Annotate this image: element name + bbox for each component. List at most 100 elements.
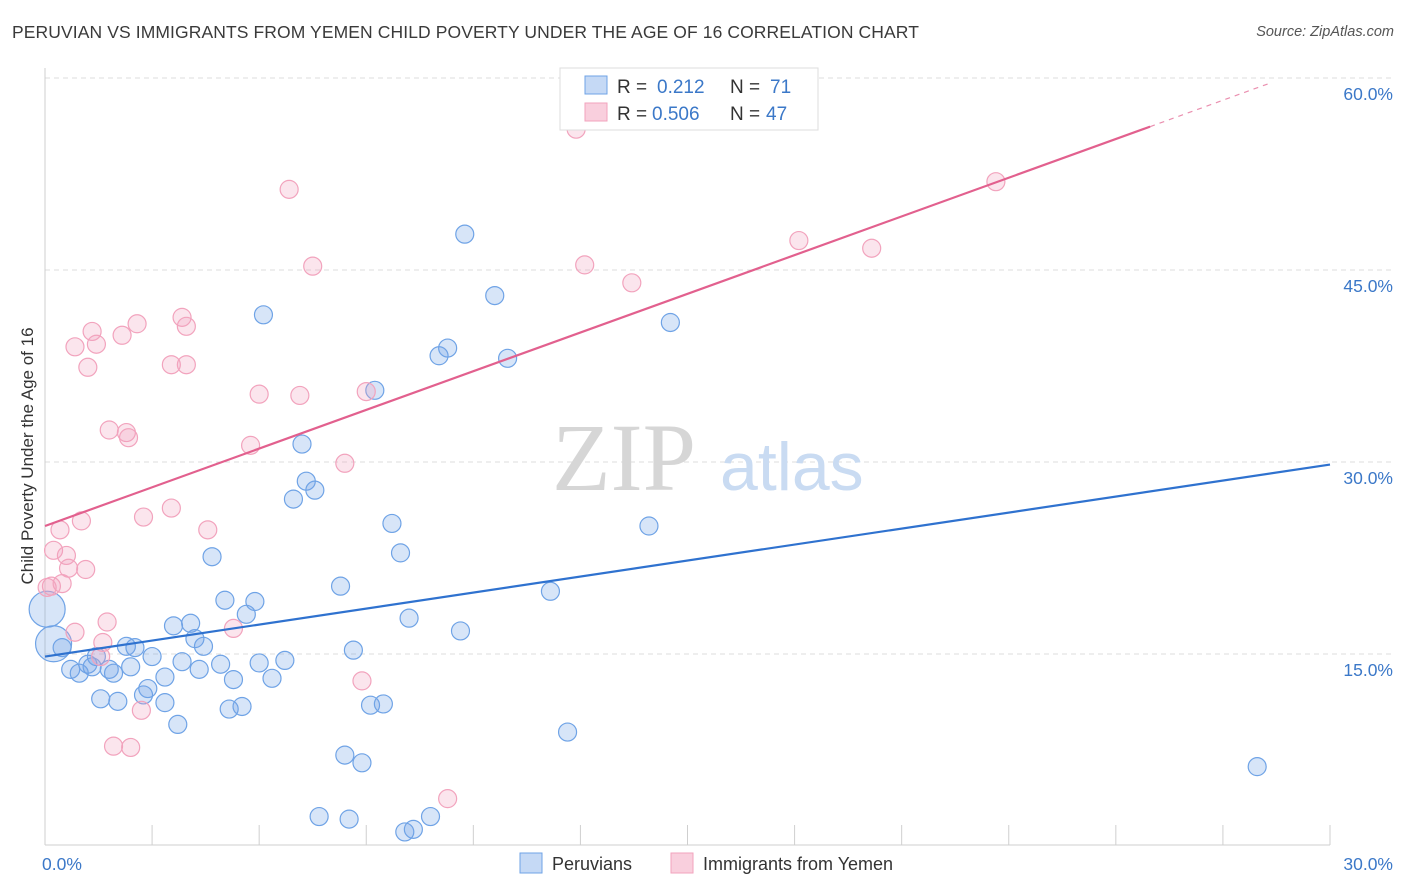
series-legend: Peruvians Immigrants from Yemen — [519, 852, 893, 874]
chart-title: PERUVIAN VS IMMIGRANTS FROM YEMEN CHILD … — [12, 22, 919, 42]
legend-n-label-2: N = — [730, 104, 760, 125]
peruvians-point-40 — [292, 434, 312, 454]
yemen-point-35 — [279, 179, 299, 199]
peruvians-point-28 — [211, 654, 231, 674]
peruvians-point-65 — [557, 722, 578, 742]
yemen-point-10 — [76, 559, 96, 580]
yemen-point-16 — [97, 612, 117, 632]
legend-r-value-2: 0.506 — [652, 104, 700, 125]
yemen-point-30 — [176, 355, 196, 375]
peruvians-point-27 — [202, 547, 222, 567]
peruvians-point-67 — [660, 312, 680, 333]
yemen-point-24 — [131, 700, 151, 720]
peruvians-point-44 — [330, 576, 351, 596]
x-tick-label-0: 0.0% — [42, 854, 82, 874]
peruvians-point-57 — [420, 806, 441, 827]
yemen-point-7 — [65, 622, 85, 642]
peruvians-point-47 — [343, 640, 363, 660]
peruvians-point-59 — [438, 338, 458, 358]
axes: 15.0% 30.0% 45.0% 60.0% 0.0% 30.0% — [42, 68, 1393, 874]
peruvians-point-19 — [155, 667, 175, 687]
grid-lines — [45, 77, 1395, 655]
peruvians-point-2 — [52, 637, 72, 658]
y-tick-label-2: 45.0% — [1343, 276, 1393, 296]
watermark-atlas: atlas — [720, 429, 864, 505]
legend-r-value-1: 0.212 — [657, 77, 705, 98]
yemen-point-40 — [356, 382, 376, 402]
yemen-point-46 — [862, 238, 882, 258]
watermark-zip: ZIP — [552, 404, 696, 511]
bottom-legend-swatch-peruvians — [519, 852, 543, 874]
peruvians-point-29 — [215, 590, 235, 610]
bottom-legend-label-peruvians: Peruvians — [552, 854, 632, 874]
legend-swatch-yemen — [584, 102, 608, 122]
peruvians-point-10 — [103, 663, 124, 683]
yemen-point-18 — [103, 736, 124, 756]
peruvians-point-18 — [155, 693, 175, 713]
peruvians-point-56 — [403, 819, 423, 839]
peruvians-point-55 — [399, 608, 419, 628]
yemen-point-29 — [176, 316, 196, 336]
peruvians-point-61 — [455, 224, 475, 244]
legend-n-value-2: 47 — [766, 104, 787, 125]
yemen-point-12 — [82, 321, 102, 342]
yemen-point-25 — [133, 507, 154, 527]
x-tick-label-1: 30.0% — [1343, 854, 1393, 874]
y-axis-title: Child Poverty Under the Age of 16 — [18, 327, 37, 584]
peruvians-point-35 — [249, 653, 269, 673]
yemen-point-28 — [172, 307, 192, 327]
yemen-point-23 — [127, 314, 147, 334]
yemen-point-2 — [43, 540, 64, 560]
peruvians-point-53 — [390, 543, 411, 563]
peruvians-point-26 — [193, 636, 214, 656]
yemen-point-41 — [438, 789, 458, 809]
legend-n-label-1: N = — [730, 77, 760, 98]
peruvians-point-64 — [540, 581, 561, 601]
peruvians-point-22 — [172, 652, 192, 672]
yemen-point-44 — [622, 273, 642, 293]
legend-swatch-peruvians — [584, 75, 608, 95]
yemen-point-22 — [121, 737, 141, 758]
peruvians-point-7 — [86, 646, 107, 667]
peruvians-point-62 — [485, 286, 505, 306]
peruvians-point-36 — [253, 305, 274, 325]
yemen-point-17 — [99, 420, 119, 440]
legend-r-label-2: R = — [617, 104, 647, 125]
legend-n-value-1: 71 — [770, 77, 791, 98]
yemen-point-36 — [290, 385, 310, 406]
peruvians-point-43 — [309, 806, 329, 827]
yemen-point-34 — [249, 384, 269, 404]
y-tick-label-0: 15.0% — [1343, 660, 1393, 680]
peruvians-point-31 — [223, 669, 244, 690]
peruvians-point-68 — [1247, 757, 1267, 777]
yemen-trend-line-extension — [1149, 82, 1271, 128]
y-tick-label-3: 60.0% — [1343, 84, 1393, 104]
peruvians-point-20 — [163, 616, 184, 636]
yemen-point-31 — [198, 520, 218, 540]
peruvians-point-46 — [339, 809, 359, 829]
peruvians-point-16 — [138, 678, 158, 699]
legend-r-label-1: R = — [617, 77, 647, 98]
data-points — [28, 119, 1267, 842]
peruvians-trend-line — [44, 463, 1331, 658]
peruvians-point-8 — [91, 689, 111, 709]
chart-source: Source: ZipAtlas.com — [1256, 24, 1394, 40]
peruvians-point-11 — [108, 691, 128, 711]
yemen-trend-line — [44, 125, 1151, 528]
watermark: ZIP atlas — [552, 404, 864, 511]
peruvians-point-45 — [335, 745, 355, 765]
yemen-point-38 — [335, 453, 355, 473]
peruvians-point-32 — [232, 696, 252, 717]
yemen-point-13 — [86, 334, 107, 354]
yemen-point-21 — [118, 428, 139, 448]
peruvians-point-42 — [305, 480, 325, 500]
peruvians-point-60 — [450, 621, 471, 641]
yemen-point-43 — [575, 255, 595, 275]
peruvians-point-23 — [181, 613, 201, 633]
stats-legend: R = 0.212 N = 71 R = 0.506 N = 47 — [559, 67, 819, 131]
peruvians-point-48 — [352, 753, 372, 773]
yemen-point-19 — [112, 325, 132, 345]
yemen-point-11 — [78, 357, 98, 377]
yemen-point-6 — [58, 558, 79, 578]
